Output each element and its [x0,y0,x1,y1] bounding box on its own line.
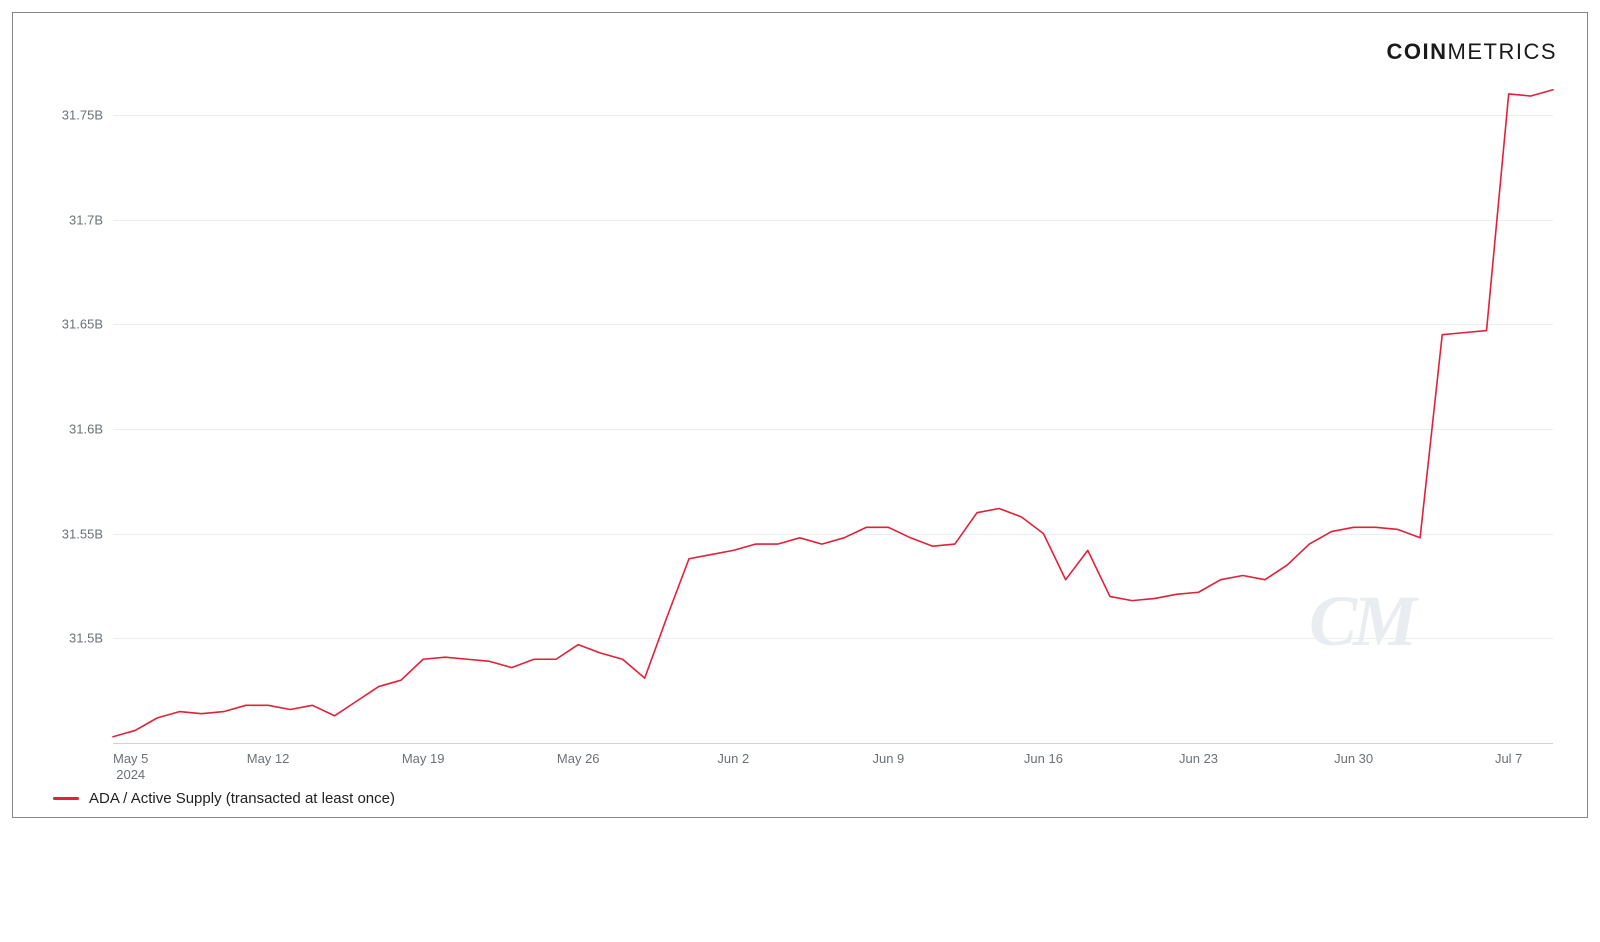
y-tick-label: 31.6B [69,421,113,436]
y-tick-label: 31.7B [69,212,113,227]
x-tick-label: Jun 30 [1334,743,1373,767]
x-tick-label: May 19 [402,743,445,767]
x-tick-label: May 12 [247,743,290,767]
legend-label: ADA / Active Supply (transacted at least… [89,790,395,807]
legend-swatch [53,797,79,800]
x-tick-label: Jun 9 [872,743,904,767]
brand-logo-bold: COIN [1387,39,1448,64]
x-tick-label: Jun 2 [717,743,749,767]
x-tick-label: Jun 23 [1179,743,1218,767]
brand-logo: COINMETRICS [1387,39,1558,65]
y-tick-label: 31.65B [62,317,113,332]
x-tick-label: May 52024 [113,743,148,784]
y-tick-label: 31.75B [62,107,113,122]
brand-logo-light: METRICS [1448,39,1558,64]
legend: ADA / Active Supply (transacted at least… [53,790,395,807]
x-tick-label: May 26 [557,743,600,767]
chart-frame: COINMETRICS 31.5B31.55B31.6B31.65B31.7B3… [12,12,1588,818]
line-series [113,73,1553,743]
x-tick-label: Jun 16 [1024,743,1063,767]
plot-area: 31.5B31.55B31.6B31.65B31.7B31.75BMay 520… [113,73,1553,743]
y-tick-label: 31.55B [62,526,113,541]
x-tick-label: Jul 7 [1495,743,1522,767]
y-tick-label: 31.5B [69,631,113,646]
